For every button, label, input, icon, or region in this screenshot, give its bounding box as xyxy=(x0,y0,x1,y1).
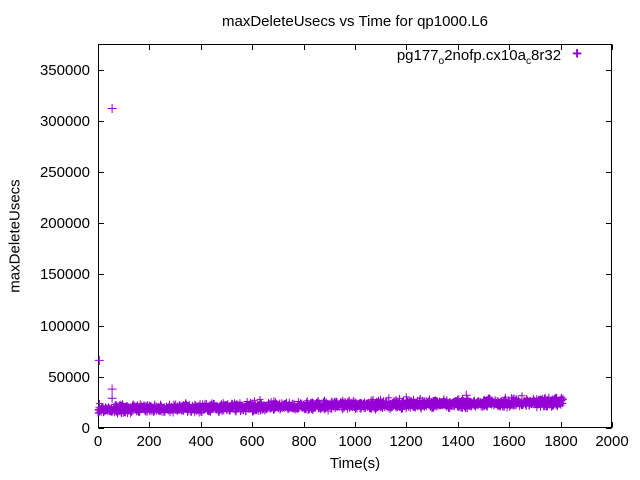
x-tick-label: 1400 xyxy=(441,433,474,450)
y-tick-label: 0 xyxy=(82,420,90,437)
x-tick-label: 200 xyxy=(136,433,161,450)
plot-border xyxy=(98,44,612,428)
y-tick-label: 300000 xyxy=(40,113,90,130)
plus-marker-icon: + xyxy=(572,44,582,63)
x-tick-label: 400 xyxy=(188,433,213,450)
x-axis-label: Time(s) xyxy=(329,455,381,472)
axis-ticks xyxy=(98,44,613,429)
legend-label-part: o xyxy=(438,56,445,67)
x-tick-label: 0 xyxy=(94,433,102,450)
scatter-points xyxy=(94,104,567,418)
legend-label-part: pg177 xyxy=(396,47,439,64)
x-tick-label: 1800 xyxy=(544,433,577,450)
x-tick-label: 2000 xyxy=(595,433,628,450)
y-tick-label: 50000 xyxy=(48,369,90,386)
y-tick-label: 100000 xyxy=(40,318,90,335)
x-tick-label: 1200 xyxy=(389,433,422,450)
legend-label-part: 8r32 xyxy=(531,47,562,64)
legend: pg177o2nofp.cx10ac8r32 + xyxy=(397,44,582,67)
x-tick-label: 800 xyxy=(291,433,316,450)
legend-series-label: pg177o2nofp.cx10ac8r32 xyxy=(397,47,561,71)
y-tick-label: 250000 xyxy=(40,164,90,181)
x-tick-label: 1600 xyxy=(492,433,525,450)
y-tick-label: 200000 xyxy=(40,215,90,232)
chart-title: maxDeleteUsecs vs Time for qp1000.L6 xyxy=(222,13,488,30)
legend-label-part: c xyxy=(525,56,532,67)
legend-label-part: 2nofp.cx10a xyxy=(444,47,526,64)
x-tick-label: 600 xyxy=(239,433,264,450)
y-tick-label: 350000 xyxy=(40,62,90,79)
y-tick-label: 150000 xyxy=(40,266,90,283)
y-axis-label: maxDeleteUsecs xyxy=(6,179,24,293)
x-tick-label: 1000 xyxy=(338,433,371,450)
